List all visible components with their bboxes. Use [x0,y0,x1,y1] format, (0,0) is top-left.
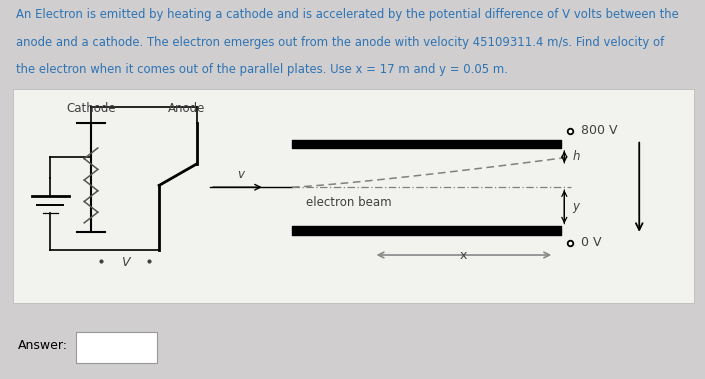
Text: v: v [238,168,245,181]
Bar [13,89,694,303]
Text: An Electron is emitted by heating a cathode and is accelerated by the potential : An Electron is emitted by heating a cath… [16,8,678,21]
Text: h: h [572,150,580,163]
Bar [76,332,157,363]
Text: anode and a cathode. The electron emerges out from the anode with velocity 45109: anode and a cathode. The electron emerge… [16,36,664,49]
Text: Answer:: Answer: [18,339,68,352]
Text: 800 V: 800 V [582,124,618,137]
Text: the electron when it comes out of the parallel plates. Use x = 17 m and y = 0.05: the electron when it comes out of the pa… [16,63,508,76]
Text: 0 V: 0 V [582,236,602,249]
Text: Anode: Anode [168,102,205,115]
Text: x: x [460,249,467,262]
Text: V: V [121,256,129,269]
Text: y: y [572,200,580,213]
Text: electron beam: electron beam [305,196,391,209]
Text: Cathode: Cathode [66,102,116,115]
